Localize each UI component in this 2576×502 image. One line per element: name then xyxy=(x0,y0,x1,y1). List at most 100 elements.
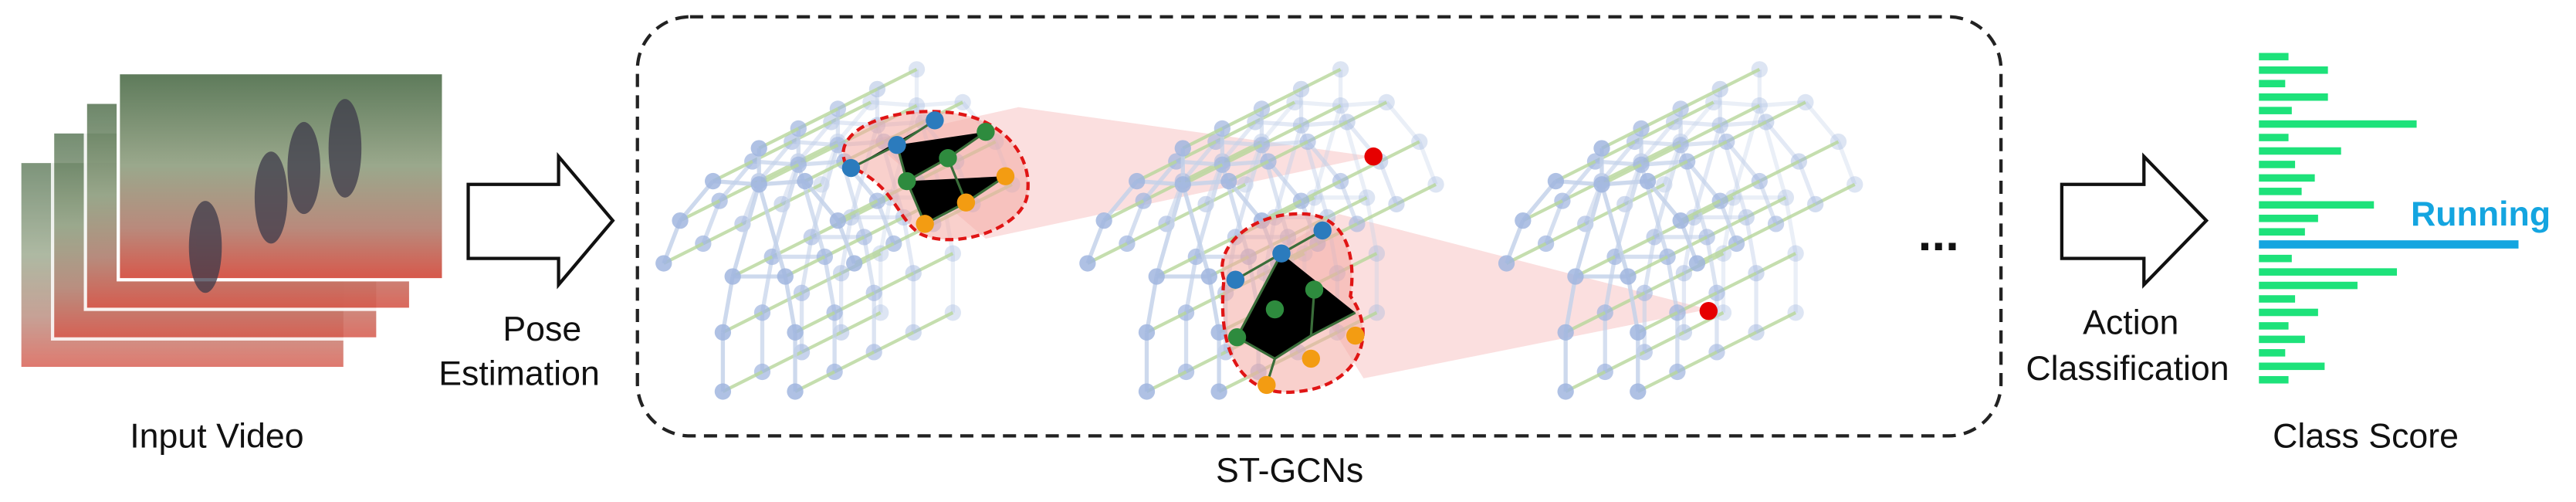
stgcn-box xyxy=(635,15,2003,438)
joint xyxy=(826,363,843,381)
action-line: Classification xyxy=(2026,350,2229,388)
bone xyxy=(1563,276,1578,333)
joint xyxy=(1349,215,1366,232)
joint xyxy=(750,176,767,193)
bone xyxy=(1626,276,1640,333)
action-line: Action xyxy=(2083,304,2178,341)
bone xyxy=(1365,197,1379,254)
joint xyxy=(846,255,863,272)
bone xyxy=(1725,140,1762,183)
joint xyxy=(1669,363,1686,381)
score-bars xyxy=(2259,53,2417,384)
bone xyxy=(1744,216,1759,274)
joint xyxy=(1797,93,1814,111)
bone xyxy=(679,179,715,222)
joint xyxy=(1286,93,1303,111)
temporal-edge xyxy=(1396,182,1437,206)
bone xyxy=(1144,276,1159,333)
bone xyxy=(1301,120,1348,127)
bone xyxy=(1521,179,1558,222)
bone xyxy=(783,276,797,333)
bone xyxy=(836,100,872,144)
joint xyxy=(1557,383,1574,400)
bone xyxy=(1599,184,1630,277)
bone xyxy=(760,256,774,314)
joint xyxy=(1138,324,1156,341)
bone xyxy=(1227,179,1264,222)
score-bar xyxy=(2259,308,2318,317)
top-bar xyxy=(2259,240,2519,249)
joint xyxy=(1515,212,1532,229)
pose-line: Estimation xyxy=(438,354,600,392)
joint xyxy=(1557,324,1574,341)
joint xyxy=(1079,255,1096,272)
bone xyxy=(1417,141,1438,185)
bone xyxy=(1685,160,1722,202)
joint xyxy=(1669,304,1686,321)
bone xyxy=(1704,236,1719,293)
bone xyxy=(730,184,761,277)
arrow xyxy=(2060,152,2209,289)
bone xyxy=(822,256,837,314)
score-bar xyxy=(2259,362,2325,371)
joint xyxy=(1748,265,1765,282)
joint xyxy=(1630,383,1647,400)
bone xyxy=(1646,179,1683,222)
pose-line: Pose xyxy=(503,310,581,348)
score-bar xyxy=(2259,201,2375,209)
score-bar xyxy=(2259,254,2292,263)
score-bar xyxy=(2259,188,2302,195)
bone xyxy=(1573,184,1604,277)
bone xyxy=(1378,161,1399,205)
joint xyxy=(1138,383,1156,400)
joint xyxy=(1675,265,1693,282)
joint xyxy=(790,156,807,173)
joint xyxy=(1537,235,1555,253)
bone xyxy=(1260,100,1297,144)
bone xyxy=(1757,104,1788,198)
temporal-edge xyxy=(1300,103,1342,127)
score-bar xyxy=(2259,147,2341,155)
bone xyxy=(1796,161,1818,205)
joint xyxy=(1498,255,1515,272)
bone xyxy=(1803,100,1840,144)
joint xyxy=(1787,245,1804,262)
joint xyxy=(868,192,886,209)
temporal-edge xyxy=(1379,140,1420,163)
bone xyxy=(1764,120,1801,163)
joint xyxy=(777,268,794,285)
joint xyxy=(1688,255,1706,272)
score-bar xyxy=(2259,295,2296,303)
temporal-edge xyxy=(1765,100,1806,124)
temporal-edge xyxy=(1814,182,1856,206)
temporal-edge xyxy=(912,252,954,275)
score-bar xyxy=(2259,80,2286,88)
neighborhoods xyxy=(841,110,1718,395)
joint xyxy=(1220,172,1237,190)
score-bar xyxy=(2259,120,2417,128)
joint xyxy=(865,284,882,301)
joint xyxy=(1547,172,1565,190)
bone xyxy=(870,100,917,108)
joint xyxy=(1639,172,1657,190)
joint xyxy=(1174,140,1191,157)
joint xyxy=(1672,100,1689,117)
joint xyxy=(1593,176,1610,193)
bone xyxy=(757,184,787,277)
temporal-edge xyxy=(912,310,954,334)
class-score-label: Class Score xyxy=(2273,417,2459,455)
score-bar xyxy=(2259,66,2328,74)
joint xyxy=(1187,248,1204,266)
score-bar xyxy=(2259,281,2358,290)
bone xyxy=(1665,256,1680,314)
temporal-edge xyxy=(1745,195,1787,219)
temporal-edge xyxy=(1755,252,1797,275)
joint xyxy=(714,324,732,341)
joint xyxy=(797,172,814,190)
bone xyxy=(803,179,840,222)
bone xyxy=(1102,179,1139,222)
joint xyxy=(1633,156,1650,173)
joint xyxy=(1567,268,1584,285)
score-bar xyxy=(2259,161,2296,168)
